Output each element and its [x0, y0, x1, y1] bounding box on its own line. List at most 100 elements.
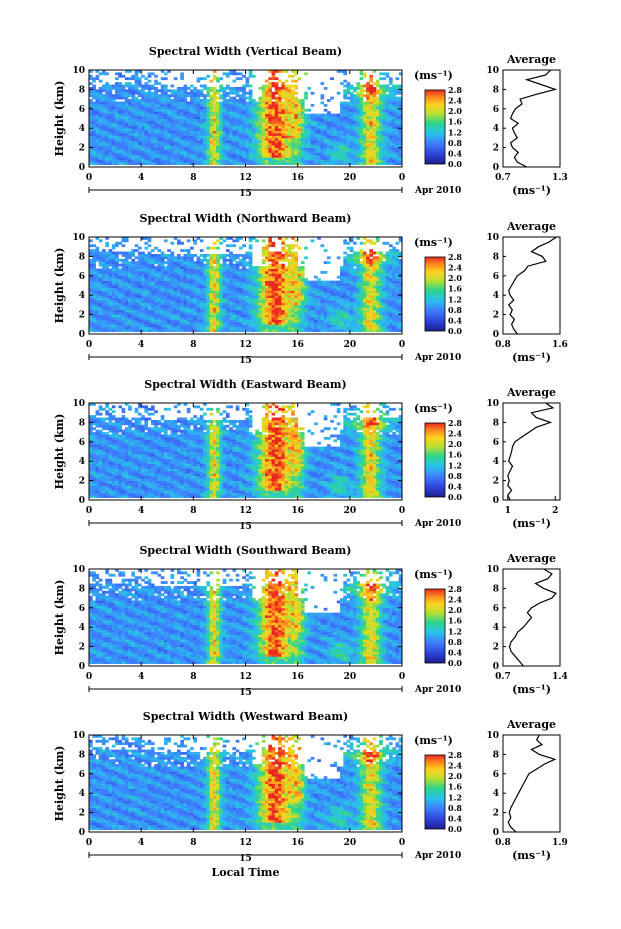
heatmap-cell: [225, 324, 230, 328]
heatmap-cell: [398, 72, 403, 76]
heatmap-cell: [340, 128, 344, 132]
heatmap-cell: [134, 89, 139, 93]
heatmap-cell: [248, 237, 253, 240]
heatmap-cell: [356, 116, 361, 119]
heatmap-cell: [297, 135, 302, 139]
heatmap-cell: [219, 295, 224, 299]
heatmap-cell: [252, 285, 256, 289]
heatmap-cell: [222, 295, 227, 299]
heatmap-cell: [304, 133, 308, 136]
heatmap-cell: [147, 314, 152, 318]
heatmap-cell: [258, 329, 263, 332]
heatmap-cell: [124, 130, 129, 134]
heatmap-cell: [190, 283, 194, 286]
heatmap-cell: [180, 128, 184, 132]
heatmap-cell: [89, 324, 93, 328]
heatmap-cell: [340, 123, 344, 127]
heatmap-cell: [157, 270, 162, 274]
heatmap-cell: [150, 103, 155, 107]
heatmap-cell: [330, 154, 334, 158]
heatmap-cell: [238, 96, 243, 100]
heatmap-cell: [92, 162, 96, 165]
heatmap-cell: [144, 324, 149, 328]
heatmap-cell: [245, 326, 250, 330]
heatmap-cell: [108, 309, 113, 313]
heatmap-cell: [137, 152, 142, 156]
heatmap-cell: [131, 140, 136, 144]
heatmap-cell: [160, 145, 165, 148]
heatmap-cell: [170, 302, 175, 306]
heatmap-cell: [212, 309, 217, 313]
heatmap-cell: [105, 142, 109, 146]
heatmap-cell: [222, 150, 227, 153]
heatmap-cell: [111, 128, 116, 132]
heatmap-cell: [173, 113, 178, 117]
heatmap-cell: [346, 82, 351, 85]
heatmap-cell: [134, 317, 139, 320]
heatmap-cell: [124, 120, 129, 124]
heatmap-cell: [108, 154, 113, 158]
heatmap-cell: [111, 150, 116, 153]
heatmap-cell: [108, 101, 113, 105]
heatmap-cell: [98, 108, 103, 112]
heatmap-cell: [134, 96, 139, 100]
heatmap-cell: [105, 307, 109, 311]
heatmap-cell: [108, 261, 113, 265]
heatmap-cell: [281, 150, 286, 153]
heatmap-cell: [183, 326, 188, 330]
heatmap-cell: [118, 91, 122, 95]
heatmap-cell: [245, 256, 250, 260]
heatmap-cell: [118, 300, 122, 303]
heatmap-cell: [255, 130, 259, 134]
heatmap-cell: [356, 133, 361, 136]
heatmap-cell: [206, 125, 211, 129]
heatmap-cell: [154, 120, 158, 124]
heatmap-cell: [356, 103, 361, 107]
heatmap-cell: [209, 147, 214, 151]
heatmap-cell: [163, 94, 168, 98]
heatmap-cell: [167, 280, 171, 284]
heatmap-cell: [274, 130, 279, 134]
heatmap-cell: [206, 137, 211, 141]
heatmap-cell: [203, 152, 207, 156]
heatmap-cell: [193, 130, 197, 134]
heatmap-cell: [232, 159, 237, 163]
heatmap-cell: [89, 326, 93, 330]
heatmap-cell: [375, 130, 380, 134]
heatmap-cell: [196, 268, 201, 272]
heatmap-cell: [134, 86, 139, 90]
heatmap-cell: [369, 111, 374, 115]
heatmap-cell: [291, 101, 295, 105]
heatmap-cell: [281, 147, 286, 151]
heatmap-cell: [150, 99, 155, 102]
heatmap-cell: [177, 326, 181, 330]
heatmap-cell: [219, 159, 224, 163]
heatmap-cell: [362, 89, 367, 93]
heatmap-cell: [271, 150, 276, 153]
heatmap-cell: [238, 319, 243, 323]
heatmap-cell: [385, 125, 390, 129]
heatmap-cell: [372, 142, 377, 146]
heatmap-cell: [278, 147, 282, 151]
heatmap-cell: [115, 319, 119, 323]
heatmap-cell: [95, 70, 100, 73]
heatmap-cell: [144, 309, 149, 313]
heatmap-cell: [95, 273, 100, 277]
heatmap-cell: [141, 140, 145, 144]
heatmap-cell: [167, 249, 171, 252]
heatmap-cell: [268, 133, 272, 136]
heatmap-cell: [212, 290, 217, 294]
heatmap-cell: [111, 103, 116, 107]
heatmap-cell: [167, 125, 171, 129]
heatmap-cell: [235, 152, 240, 156]
heatmap-cell: [327, 118, 331, 122]
heatmap-cell: [121, 89, 126, 93]
heatmap-cell: [232, 268, 237, 272]
heatmap-cell: [186, 285, 191, 289]
heatmap-cell: [362, 137, 367, 141]
heatmap-cell: [379, 77, 383, 81]
heatmap-cell: [238, 113, 243, 117]
heatmap-cell: [281, 133, 286, 136]
heatmap-cell: [154, 116, 158, 119]
heatmap-cell: [265, 256, 269, 260]
